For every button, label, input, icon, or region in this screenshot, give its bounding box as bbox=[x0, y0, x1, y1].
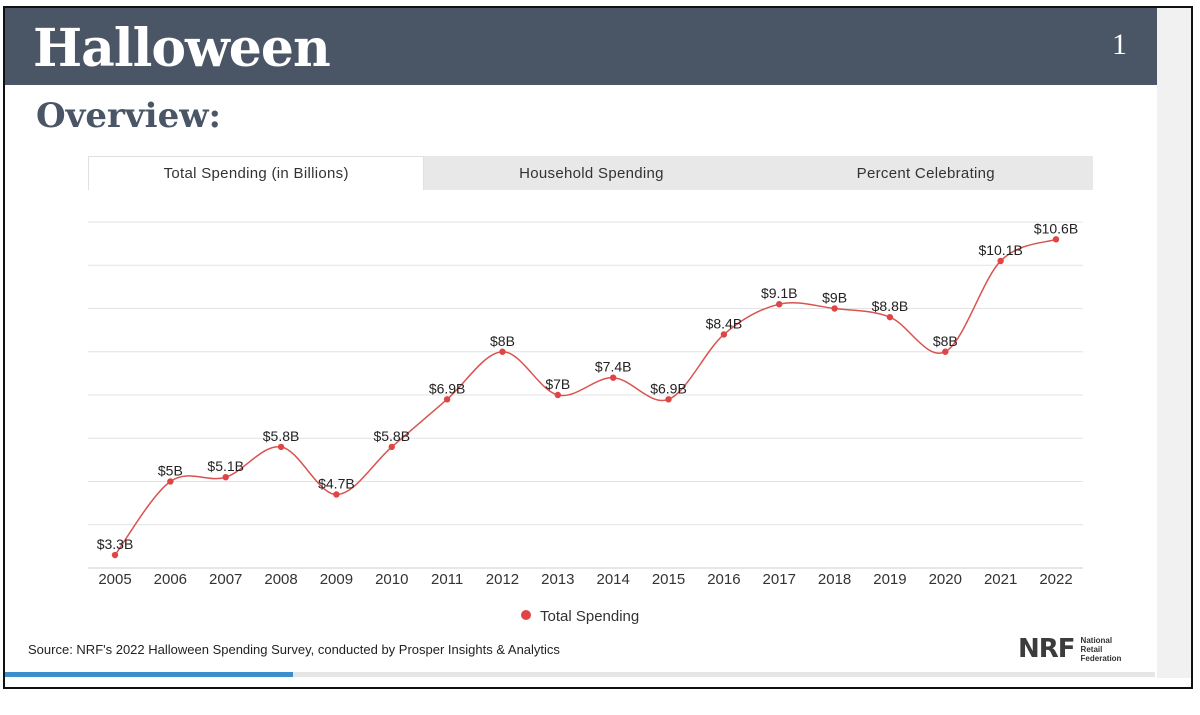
data-label-2015: $6.9B bbox=[650, 380, 687, 396]
legend-label: Total Spending bbox=[540, 608, 639, 625]
data-points bbox=[111, 236, 1060, 559]
slide-frame bbox=[3, 6, 1193, 689]
data-label-2016: $8.4B bbox=[706, 315, 743, 331]
x-tick-2013: 2013 bbox=[541, 571, 574, 588]
source-note: Source: NRF's 2022 Halloween Spending Su… bbox=[28, 642, 560, 657]
tab-total-spending[interactable]: Total Spending (in Billions) bbox=[88, 156, 425, 190]
data-point-2018[interactable] bbox=[831, 305, 838, 312]
chart-grid bbox=[88, 221, 1083, 569]
logo-text: National Retail Federation bbox=[1081, 636, 1122, 663]
data-point-2019[interactable] bbox=[886, 313, 894, 321]
x-tick-2019: 2019 bbox=[873, 571, 906, 588]
legend-marker bbox=[521, 610, 531, 620]
slide-progress-fill bbox=[5, 672, 293, 677]
x-tick-2010: 2010 bbox=[375, 571, 408, 588]
x-tick-2009: 2009 bbox=[320, 571, 353, 588]
x-tick-2021: 2021 bbox=[984, 571, 1017, 588]
x-tick-2022: 2022 bbox=[1039, 571, 1072, 588]
logo-line-2: Retail bbox=[1080, 644, 1103, 654]
data-label-2017: $9.1B bbox=[761, 285, 798, 301]
data-point-2010[interactable] bbox=[388, 443, 395, 451]
x-tick-labels: 2005 2006 2007 2008 2009 2010 2011 2012 2013 2014… bbox=[98, 571, 1072, 588]
x-tick-2014: 2014 bbox=[596, 571, 629, 588]
x-tick-2005: 2005 bbox=[98, 571, 131, 588]
data-point-2005[interactable] bbox=[111, 551, 119, 559]
data-point-2015[interactable] bbox=[665, 396, 672, 403]
data-point-2022[interactable] bbox=[1052, 236, 1060, 243]
data-label-2006: $5B bbox=[158, 463, 183, 479]
slide-progress-track bbox=[5, 672, 1155, 677]
x-tick-2011: 2011 bbox=[431, 571, 463, 588]
chart-legend: Total Spending bbox=[521, 608, 639, 625]
data-labels: $3.3B $5B $5.1B $5.8B $4.7B $5.8B $6.9B $8B $7B $… bbox=[97, 220, 1078, 552]
data-label-2012: $8B bbox=[490, 333, 515, 349]
x-tick-2007: 2007 bbox=[209, 571, 242, 588]
page-number: 1 bbox=[1112, 28, 1127, 61]
data-point-2014[interactable] bbox=[609, 374, 617, 381]
x-tick-2016: 2016 bbox=[707, 571, 740, 588]
x-tick-2008: 2008 bbox=[264, 571, 297, 588]
data-point-2011[interactable] bbox=[443, 396, 451, 403]
data-label-2010: $5.8B bbox=[373, 428, 410, 444]
data-label-2022: $10.6B bbox=[1034, 220, 1078, 236]
x-tick-2018: 2018 bbox=[818, 571, 851, 588]
right-margin bbox=[1157, 8, 1191, 678]
data-label-2005: $3.3B bbox=[97, 536, 134, 552]
data-label-2007: $5.1B bbox=[207, 458, 244, 474]
tab-percent-celebrating[interactable]: Percent Celebrating bbox=[856, 164, 995, 182]
data-label-2008: $5.8B bbox=[263, 428, 300, 444]
data-point-2013[interactable] bbox=[554, 391, 562, 399]
data-point-2009[interactable] bbox=[333, 491, 340, 498]
slide-title: Halloween bbox=[33, 18, 331, 79]
data-point-2017[interactable] bbox=[776, 300, 783, 308]
data-point-2012[interactable] bbox=[499, 348, 506, 355]
x-tick-2015: 2015 bbox=[652, 571, 685, 588]
chart-tabs: Total Spending (in Billions) Household S… bbox=[88, 156, 1093, 190]
data-label-2019: $8.8B bbox=[872, 298, 909, 314]
header-bar: Halloween 1 bbox=[5, 8, 1157, 85]
x-tick-2017: 2017 bbox=[763, 571, 796, 588]
logo-line-1: National bbox=[1080, 635, 1113, 645]
data-point-2007[interactable] bbox=[222, 473, 229, 481]
x-tick-2006: 2006 bbox=[154, 571, 187, 588]
nrf-logo: NRF National Retail Federation bbox=[1018, 634, 1121, 664]
data-point-2006[interactable] bbox=[167, 478, 174, 485]
data-label-2014: $7.4B bbox=[595, 359, 632, 375]
data-point-2016[interactable] bbox=[720, 331, 728, 338]
data-label-2021: $10.1B bbox=[978, 242, 1022, 258]
data-label-2009: $4.7B bbox=[318, 475, 355, 491]
x-tick-2020: 2020 bbox=[929, 571, 962, 588]
logo-mark: NRF bbox=[1018, 634, 1076, 664]
logo-line-3: Federation bbox=[1080, 653, 1122, 663]
series-line-total-spending bbox=[114, 238, 1057, 556]
data-point-2021[interactable] bbox=[997, 257, 1004, 265]
data-label-2011: $6.9B bbox=[429, 380, 466, 396]
data-label-2013: $7B bbox=[545, 376, 570, 392]
data-label-2018: $9B bbox=[822, 290, 847, 306]
tab-household-spending[interactable]: Household Spending bbox=[519, 164, 664, 182]
data-point-2020[interactable] bbox=[942, 348, 949, 355]
data-point-2008[interactable] bbox=[277, 443, 285, 451]
slide-subtitle: Overview: bbox=[36, 96, 222, 136]
data-label-2020: $8B bbox=[933, 333, 958, 349]
x-tick-2012: 2012 bbox=[486, 571, 519, 588]
